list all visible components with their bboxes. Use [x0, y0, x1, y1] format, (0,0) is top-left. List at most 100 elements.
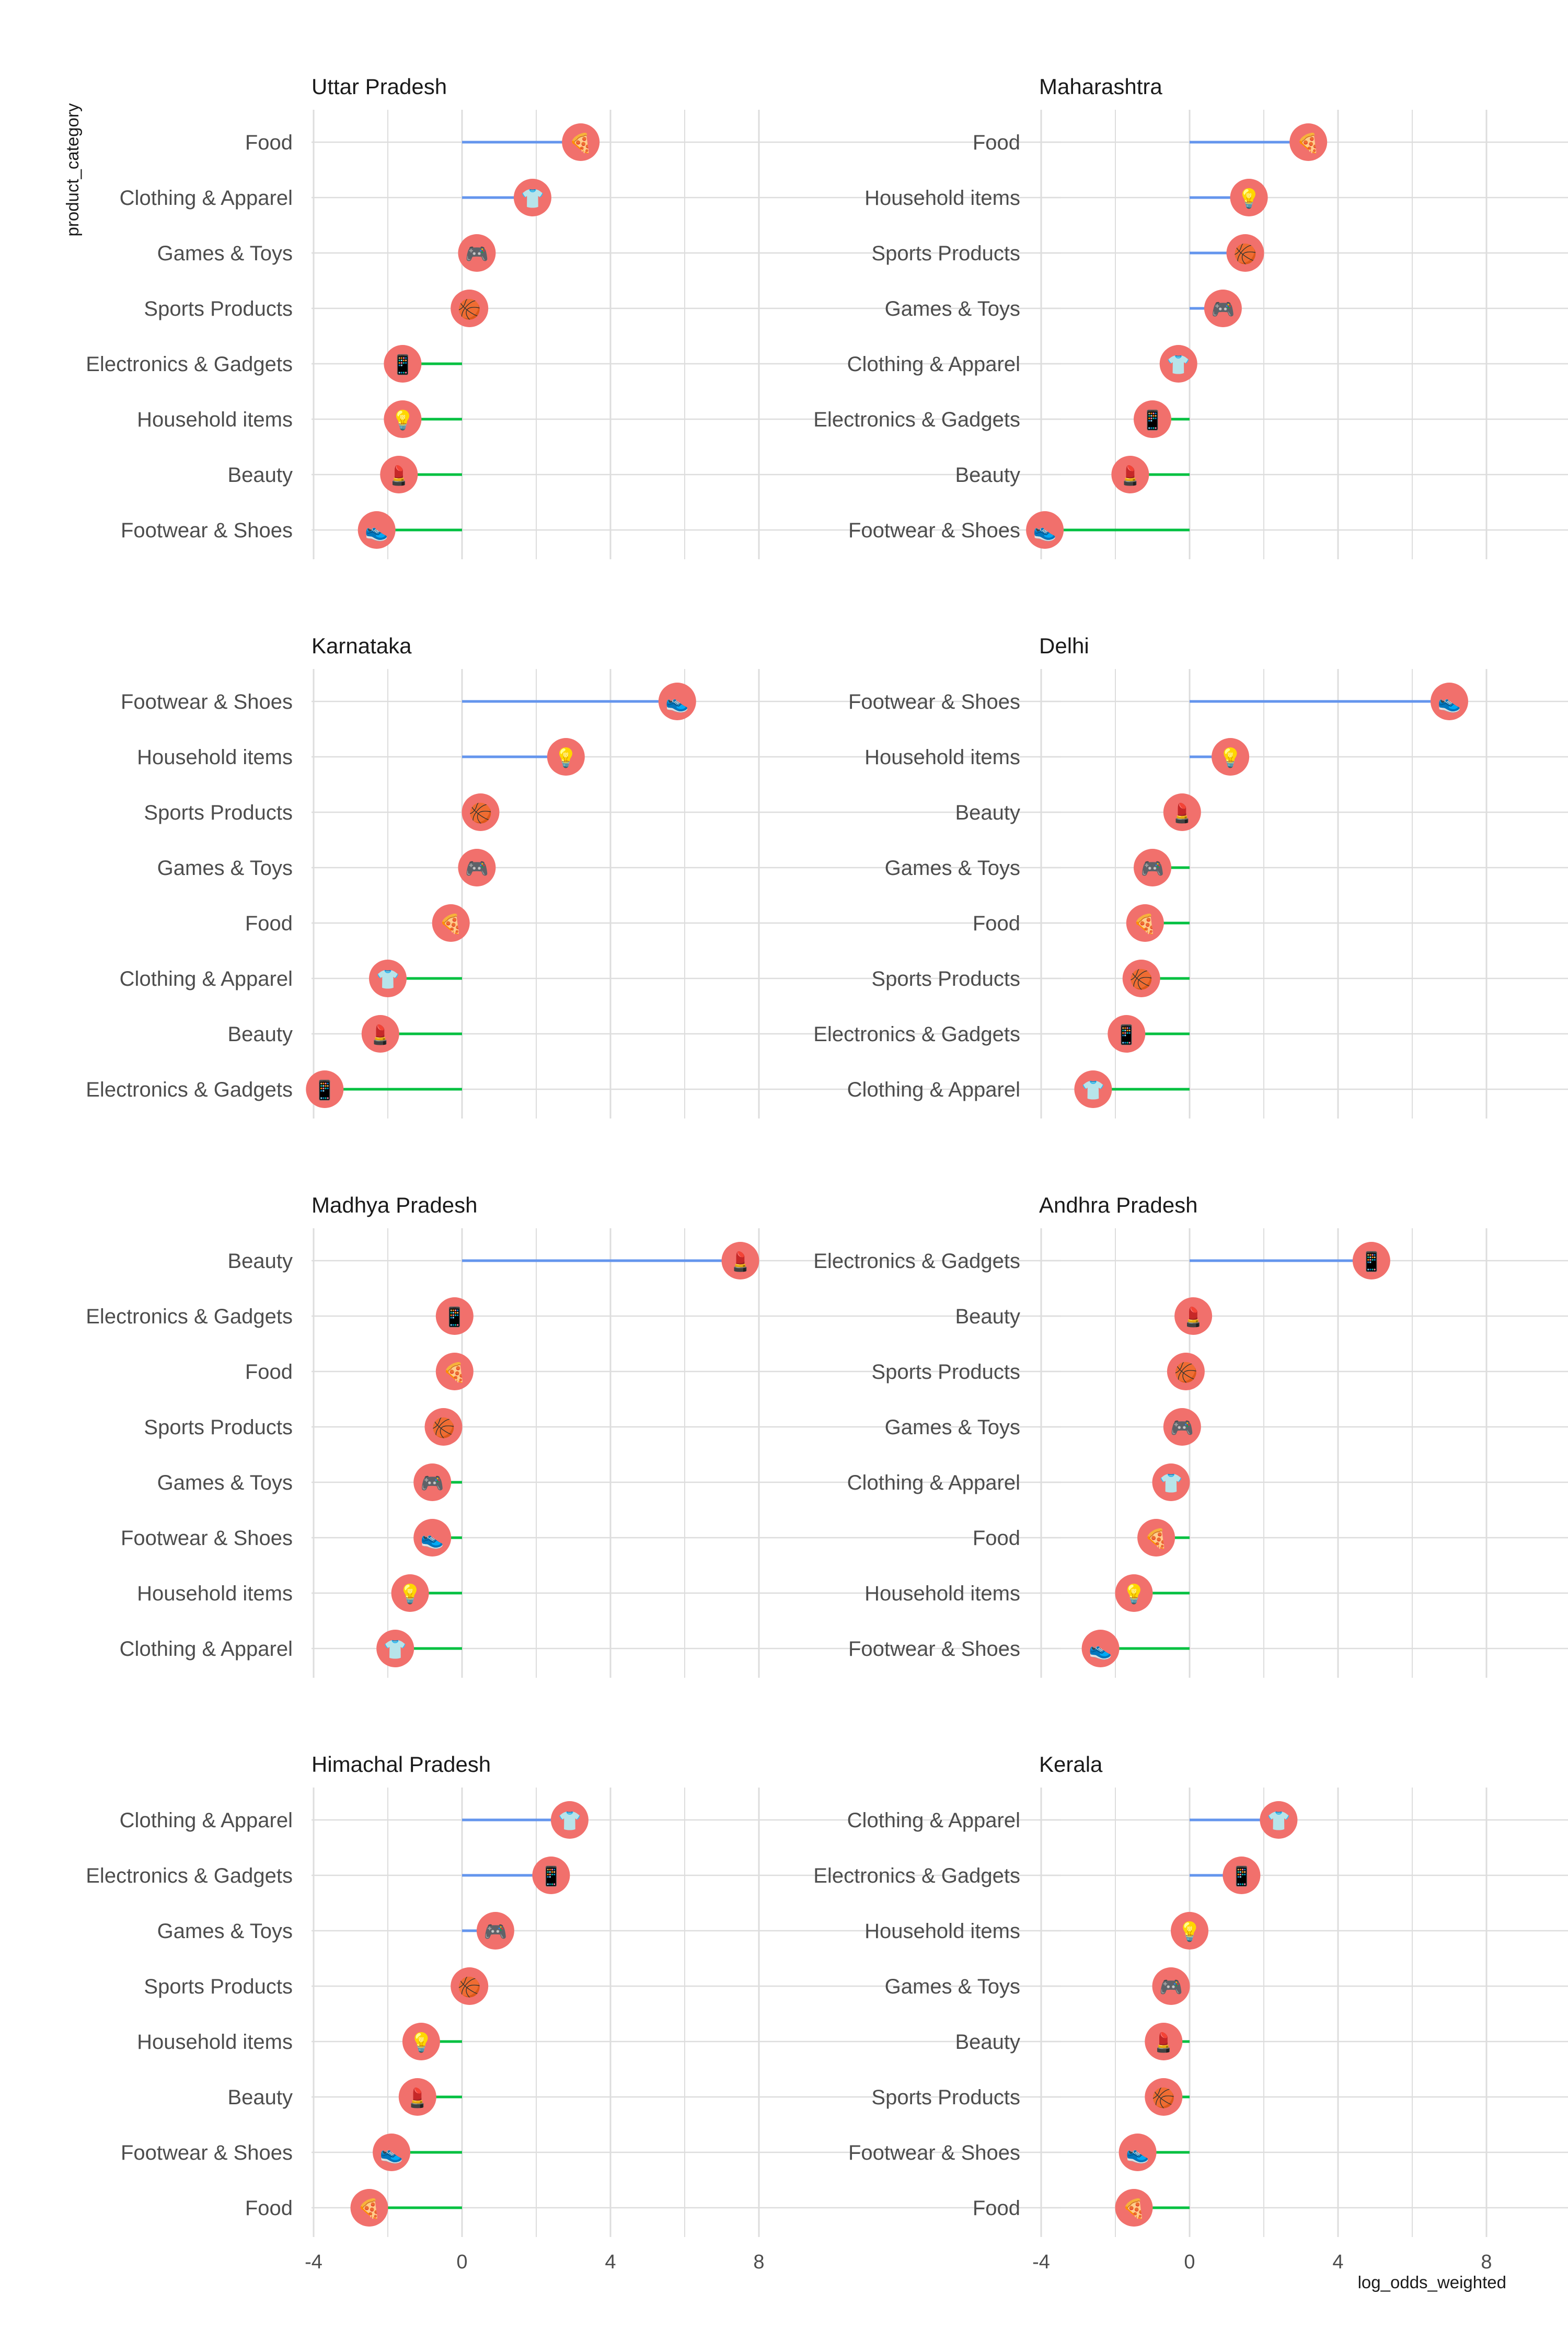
y-axis-title: product_category [63, 103, 82, 236]
lollipop-point [1108, 1015, 1146, 1053]
lollipop-point [1174, 1297, 1213, 1335]
panel-delhi: Delhi Footwear & Shoes 👟 Household items 💡 Be… [813, 633, 1568, 1119]
games-and-toys-icon: 🎮 [465, 858, 489, 880]
x-axis-title: log_odds_weighted [1358, 2273, 1506, 2292]
lollipop-point [1145, 2078, 1183, 2116]
lollipop-point [458, 234, 496, 272]
panel-title: Delhi [1039, 633, 1089, 658]
games-and-toys-icon: 🎮 [465, 244, 489, 265]
lollipop-point [413, 1519, 452, 1557]
household-items-icon: 💡 [391, 409, 414, 431]
panel-kerala: Kerala Clothing & Apparel 👕 Electronics & G… [813, 1752, 1568, 2273]
category-label: Beauty [955, 801, 1020, 824]
lollipop-point [1163, 793, 1201, 831]
category-label: Food [973, 1527, 1020, 1550]
lollipop-point [1260, 1801, 1298, 1839]
household-items-icon: 💡 [1237, 188, 1261, 210]
category-label: Household items [137, 1582, 293, 1605]
lollipop-point [562, 123, 600, 161]
category-label: Footwear & Shoes [848, 690, 1020, 713]
lollipop-point [1119, 2134, 1157, 2171]
sports-products-icon: 🏀 [1174, 1360, 1197, 1385]
category-label: Sports Products [871, 242, 1020, 265]
category-label: Clothing & Apparel [847, 1471, 1020, 1494]
lollipop-point [1152, 1967, 1190, 2005]
clothing-and-apparel-icon: 👕 [521, 188, 544, 210]
category-label: Sports Products [144, 1416, 293, 1439]
lollipop-point [1230, 179, 1268, 216]
sports-products-icon: 🏀 [1152, 2085, 1175, 2110]
category-label: Beauty [227, 2086, 293, 2109]
category-label: Games & Toys [885, 1416, 1020, 1439]
games-and-toys-icon: 🎮 [483, 1921, 507, 1943]
lollipop-point [398, 2078, 436, 2116]
beauty-icon: 💄 [368, 1023, 392, 1046]
panel-andhra-pradesh: Andhra Pradesh Electronics & Gadgets 📱 Beau… [813, 1193, 1568, 1678]
footwear-and-shoes-icon: 👟 [665, 692, 689, 713]
category-label: Beauty [955, 1305, 1020, 1328]
lollipop-point [1167, 1353, 1205, 1390]
lollipop-point [380, 456, 418, 493]
electronics-and-gadgets-icon: 📱 [1115, 1024, 1138, 1046]
games-and-toys-icon: 🎮 [1170, 1417, 1194, 1439]
lollipop-point [1126, 904, 1164, 942]
lollipop-point [476, 1912, 514, 1950]
lollipop-point [376, 1630, 414, 1667]
category-label: Food [973, 912, 1020, 935]
electronics-and-gadgets-icon: 📱 [539, 1865, 563, 1887]
games-and-toys-icon: 🎮 [421, 1473, 444, 1494]
panel-maharashtra: Maharashtra Food 🍕 Household items 💡 Sports P… [813, 74, 1568, 559]
food-icon: 🍕 [439, 913, 463, 935]
category-label: Sports Products [144, 297, 293, 320]
category-label: Household items [864, 1920, 1020, 1943]
food-icon: 🍕 [569, 132, 593, 154]
category-label: Food [973, 2197, 1020, 2220]
x-tick-label: 8 [753, 2251, 764, 2273]
lollipop-point [532, 1857, 570, 1894]
category-label: Electronics & Gadgets [813, 1864, 1020, 1887]
beauty-icon: 💄 [729, 1250, 752, 1273]
category-label: Food [245, 912, 293, 935]
category-label: Household items [137, 2031, 293, 2054]
lollipop-point [550, 1801, 589, 1839]
lollipop-point [1081, 1630, 1120, 1667]
lollipop-point [513, 179, 551, 216]
category-label: Household items [864, 187, 1020, 210]
category-label: Beauty [227, 1250, 293, 1273]
x-tick-label: 0 [456, 2251, 467, 2273]
lollipop-point [384, 400, 422, 438]
lollipop-point [721, 1242, 759, 1279]
lollipop-point [1289, 123, 1328, 161]
lollipop-point [369, 960, 407, 997]
panel-title: Andhra Pradesh [1039, 1193, 1198, 1217]
lollipop-point [658, 683, 696, 720]
category-label: Electronics & Gadgets [86, 1305, 293, 1328]
panel-karnataka: Karnataka Footwear & Shoes 👟 Household item… [86, 633, 1061, 1119]
household-items-icon: 💡 [1178, 1921, 1202, 1943]
category-label: Electronics & Gadgets [86, 353, 293, 376]
food-icon: 🍕 [1297, 132, 1320, 154]
category-label: Footwear & Shoes [848, 2141, 1020, 2164]
x-tick-label: 0 [1184, 2251, 1195, 2273]
clothing-and-apparel-icon: 👕 [1167, 354, 1190, 376]
electronics-and-gadgets-icon: 📱 [391, 354, 414, 376]
sports-products-icon: 🏀 [458, 297, 481, 321]
beauty-icon: 💄 [1119, 464, 1142, 487]
clothing-and-apparel-icon: 👕 [1159, 1473, 1183, 1494]
x-tick-label: 4 [605, 2251, 616, 2273]
category-label: Electronics & Gadgets [86, 1078, 293, 1101]
category-label: Beauty [227, 1023, 293, 1046]
sports-products-icon: 🏀 [1129, 967, 1153, 991]
category-label: Food [245, 2197, 293, 2220]
category-label: Beauty [955, 2031, 1020, 2054]
category-label: Clothing & Apparel [120, 1809, 293, 1832]
lollipop-point [1115, 1574, 1153, 1612]
lollipop-point [1134, 849, 1171, 886]
category-label: Games & Toys [885, 297, 1020, 320]
category-label: Games & Toys [157, 1920, 293, 1943]
category-label: Sports Products [144, 1975, 293, 1998]
category-label: Household items [137, 408, 293, 431]
sports-products-icon: 🏀 [469, 801, 492, 825]
beauty-icon: 💄 [1182, 1306, 1205, 1328]
sports-products-icon: 🏀 [1233, 241, 1257, 266]
